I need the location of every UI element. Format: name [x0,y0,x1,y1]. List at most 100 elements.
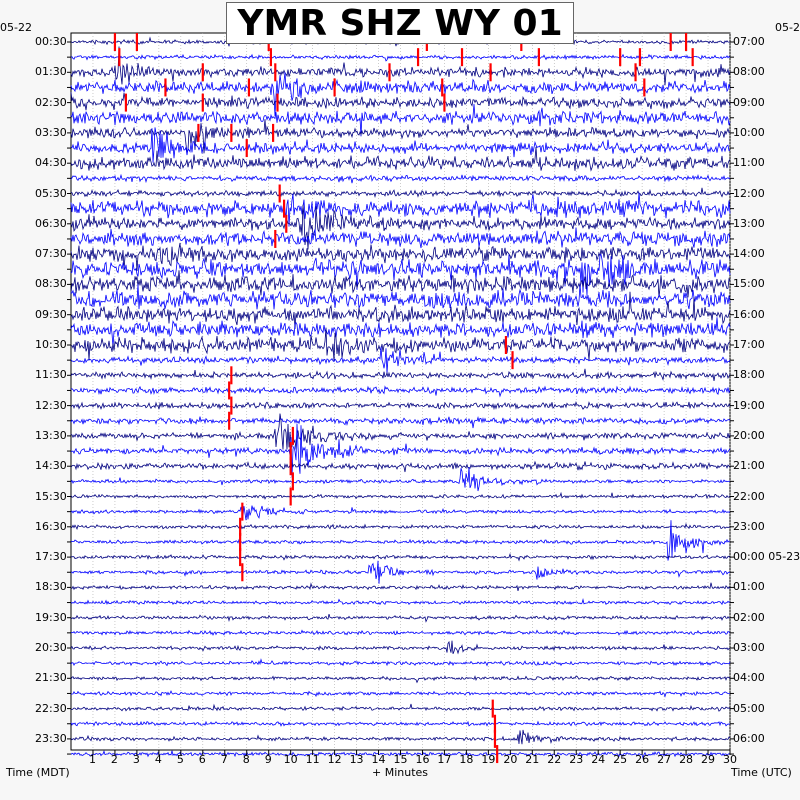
right-time-label: 07:00 [733,35,765,48]
x-tick-label: 23 [569,753,584,766]
x-tick-label: 24 [591,753,606,766]
trace-line [70,491,731,500]
trace-line [70,466,731,492]
right-time-label: 17:00 [733,338,765,351]
trace-line [70,598,731,606]
left-time-label: 02:30 [35,95,67,109]
right-time-label: 13:00 [733,216,765,230]
x-tick-label: 8 [242,753,250,766]
right-time-label: 02:00 [733,610,765,624]
x-tick-label: 9 [264,753,272,766]
x-tick-label: 28 [679,753,694,766]
left-time-label: 14:30 [35,459,67,473]
left-axis-label: Time (MDT) [6,766,70,779]
right-time-label: 04:00 [733,671,765,685]
x-tick-label: 17 [437,753,452,766]
right-time-label: 22:00 [733,489,765,503]
x-tick-label: 27 [657,753,672,766]
chart-title: YMR SHZ WY 01 [237,3,563,44]
trace-line [70,629,731,636]
right-time-label: 03:00 [733,641,765,654]
trace-line [70,253,731,296]
right-time-label: 10:00 [733,125,765,139]
right-time-label: 05:00 [733,701,765,715]
right-axis-label: Time (UTC) [731,766,792,779]
x-axis-ticks [92,750,731,755]
x-tick-label: 25 [613,753,628,766]
x-tick-label: 30 [723,753,737,766]
left-time-label: 00:30 [35,35,67,48]
x-tick-label: 16 [415,753,430,766]
left-time-label: 06:30 [35,216,67,230]
right-time-label: 20:00 [733,428,765,442]
left-date-label: 05-22 [0,21,32,34]
trace-line [70,415,731,429]
left-time-label: 03:30 [35,125,67,139]
x-tick-label: 22 [547,753,562,766]
right-time-label: 06:00 [733,731,765,745]
x-tick-label: 5 [176,753,184,766]
left-time-label: 19:30 [35,610,67,624]
trace-line [70,729,731,745]
trace-line [70,119,731,154]
right-time-label: 11:00 [733,156,765,170]
trace-line [70,613,731,623]
trace-line [70,103,731,137]
left-axis-ticks [67,41,71,755]
trace-line [70,423,731,478]
x-tick-label: 13 [349,753,364,766]
trace-line [70,72,731,117]
trace-line [70,385,731,398]
left-time-label: 23:30 [35,731,67,745]
trace-line [70,690,730,698]
x-tick-label: 15 [393,753,408,766]
x-tick-label: 12 [327,753,342,766]
left-time-label: 22:30 [35,701,67,715]
chart-title-box: YMR SHZ WY 01 [226,2,574,44]
trace-line [70,242,731,272]
left-time-label: 07:30 [35,247,67,261]
x-tick-label: 20 [503,753,518,766]
left-time-label: 15:30 [35,489,67,503]
trace-line [70,703,731,712]
trace-line [70,346,731,374]
left-time-label: 17:30 [35,550,67,564]
trace-line [70,46,731,86]
right-time-label: 16:00 [733,307,765,321]
x-axis-label: + Minutes [372,766,429,779]
x-tick-label: 18 [459,753,474,766]
trace-line [70,317,731,347]
left-time-label: 20:30 [35,641,67,654]
left-time-label: 09:30 [35,307,67,321]
left-time-label: 12:30 [35,398,67,412]
left-time-label: 11:30 [35,368,67,382]
x-tick-label: 29 [701,753,716,766]
right-time-label: 01:00 [733,580,765,594]
trace-line [70,640,731,655]
x-tick-label: 21 [525,753,540,766]
right-time-label: 19:00 [733,398,765,412]
trace-line [70,560,731,584]
trace-line [70,91,731,111]
trace-line [70,270,731,298]
left-time-label: 21:30 [35,671,67,685]
trace-line [70,284,731,310]
x-tick-label: 26 [635,753,650,766]
right-time-label: 23:00 [733,519,765,533]
right-date-label: 05-2 [775,21,800,34]
right-time-label: 18:00 [733,368,765,382]
x-tick-label: 1 [88,753,96,766]
trace-line [70,658,731,667]
trace-line [70,173,731,184]
left-time-label: 10:30 [35,338,67,351]
trace-line [70,187,731,198]
left-time-label: 04:30 [35,156,67,170]
trace-line [70,505,731,521]
x-tick-label: 14 [371,753,386,766]
left-time-label: 18:30 [35,580,67,594]
right-time-label: 14:00 [733,247,765,261]
right-time-label: 12:00 [733,186,765,200]
trace-line [70,400,731,411]
x-tick-label: 11 [305,753,320,766]
